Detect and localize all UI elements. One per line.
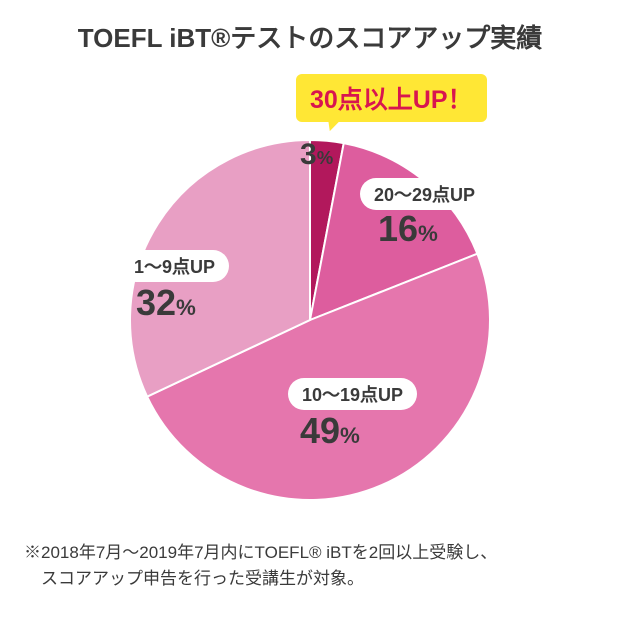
- pie-slice-10_19: [147, 254, 490, 500]
- pct-1-9-unit: %: [176, 295, 196, 320]
- chart-title: TOEFL iBT®テストのスコアアップ実績: [0, 0, 620, 55]
- pct-10-19-unit: %: [340, 423, 360, 448]
- label-1-9: 1〜9点UP: [120, 250, 229, 282]
- footnote-line2: スコアアップ申告を行った受講生が対象。: [24, 569, 364, 588]
- pct-1-9-num: 32: [136, 282, 176, 323]
- pct-20-29-unit: %: [418, 221, 438, 246]
- label-20-29: 20〜29点UP: [360, 178, 489, 210]
- callout-tail: [322, 108, 348, 134]
- pct-30plus: 3%: [300, 138, 333, 172]
- footnote-line1: ※2018年7月〜2019年7月内にTOEFL® iBTを2回以上受験し、: [24, 543, 497, 562]
- pct-20-29: 16%: [378, 208, 438, 250]
- pct-10-19: 49%: [300, 410, 360, 452]
- pct-30plus-unit: %: [317, 147, 334, 168]
- pct-20-29-num: 16: [378, 208, 418, 249]
- pct-1-9: 32%: [136, 282, 196, 324]
- label-10-19: 10〜19点UP: [288, 378, 417, 410]
- pct-10-19-num: 49: [300, 410, 340, 451]
- footnote: ※2018年7月〜2019年7月内にTOEFL® iBTを2回以上受験し、 スコ…: [24, 540, 596, 593]
- pct-30plus-num: 3: [300, 138, 317, 171]
